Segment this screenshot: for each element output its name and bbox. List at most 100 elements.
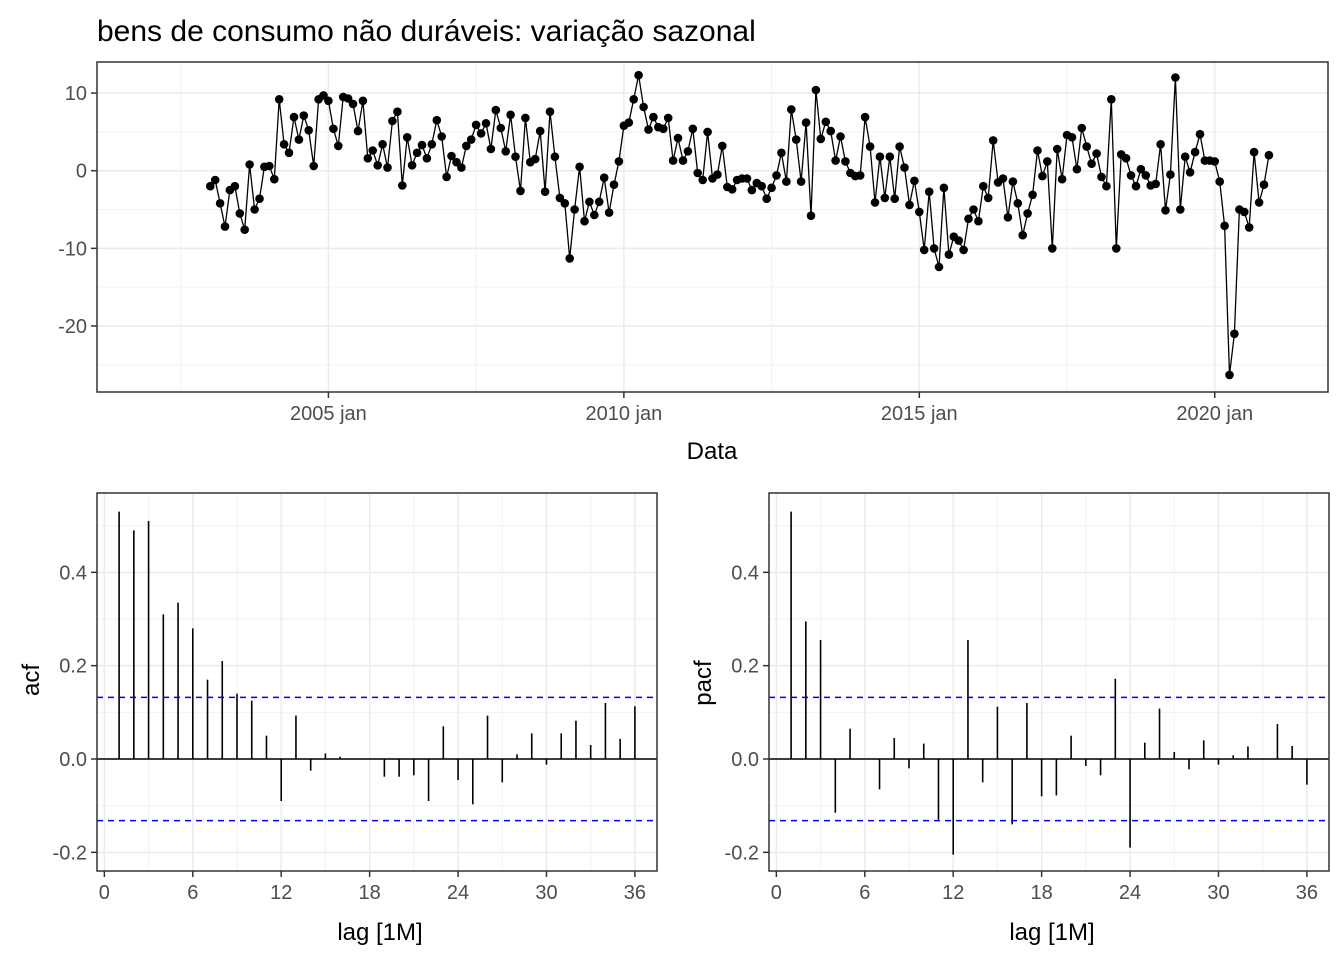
data-point bbox=[718, 141, 727, 151]
data-point bbox=[939, 183, 949, 193]
data-point bbox=[659, 124, 668, 134]
data-point bbox=[1023, 209, 1032, 218]
data-point bbox=[1097, 172, 1106, 182]
data-point bbox=[614, 157, 624, 166]
data-point bbox=[609, 180, 619, 189]
data-point bbox=[875, 152, 885, 161]
data-point bbox=[1151, 179, 1160, 189]
data-point bbox=[811, 85, 821, 95]
y-tick-label: 0 bbox=[76, 161, 87, 183]
data-point bbox=[663, 113, 673, 123]
data-point bbox=[422, 154, 432, 163]
x-tick-label: 2015 jan bbox=[881, 403, 958, 425]
data-point bbox=[673, 133, 683, 143]
data-point bbox=[1161, 206, 1170, 215]
x-tick-label: 2010 jan bbox=[585, 403, 662, 425]
x-tick-label: 2005 jan bbox=[290, 403, 367, 425]
data-point bbox=[1126, 171, 1136, 180]
data-point bbox=[565, 254, 574, 263]
data-point bbox=[787, 105, 796, 114]
data-point bbox=[1013, 199, 1023, 208]
data-point bbox=[924, 187, 934, 196]
data-point bbox=[688, 124, 698, 134]
data-point bbox=[402, 133, 412, 142]
data-point bbox=[929, 244, 939, 253]
data-point bbox=[683, 147, 693, 156]
data-point bbox=[836, 132, 845, 141]
y-tick-label: 0.4 bbox=[59, 562, 87, 584]
y-tick-label: -20 bbox=[58, 316, 87, 338]
lag-bars bbox=[118, 511, 636, 805]
x-tick-label: 0 bbox=[99, 882, 110, 904]
data-point bbox=[575, 162, 584, 172]
data-point bbox=[206, 181, 215, 191]
data-point bbox=[767, 183, 776, 193]
data-point bbox=[1180, 152, 1190, 161]
y-tick-label: -0.2 bbox=[725, 842, 759, 864]
data-point bbox=[235, 209, 245, 218]
gridlines bbox=[769, 493, 1329, 871]
data-point bbox=[230, 181, 240, 191]
data-point bbox=[1176, 205, 1185, 214]
data-point bbox=[1264, 150, 1274, 160]
data-point bbox=[762, 194, 771, 203]
data-point bbox=[634, 70, 643, 80]
data-point bbox=[491, 105, 501, 115]
x-tick-label: 12 bbox=[270, 882, 292, 904]
data-point bbox=[407, 161, 417, 170]
data-point bbox=[816, 134, 826, 144]
data-point bbox=[885, 152, 895, 161]
data-point bbox=[353, 126, 363, 136]
data-point bbox=[279, 140, 289, 149]
data-point bbox=[294, 135, 304, 144]
data-point bbox=[1244, 223, 1254, 232]
data-point bbox=[639, 102, 648, 112]
data-point bbox=[486, 144, 496, 154]
data-point bbox=[865, 142, 875, 151]
data-point bbox=[910, 176, 919, 186]
y-tick-label: -0.2 bbox=[53, 842, 87, 864]
data-point bbox=[604, 208, 614, 217]
data-point bbox=[373, 161, 383, 170]
acf-y-axis-title: acf bbox=[18, 664, 45, 696]
panel-background bbox=[769, 493, 1329, 871]
data-point bbox=[1052, 144, 1062, 154]
data-point bbox=[265, 161, 274, 171]
data-point bbox=[1018, 230, 1027, 240]
y-tick-label: 0.4 bbox=[731, 562, 759, 584]
data-point bbox=[772, 171, 781, 180]
data-point bbox=[703, 127, 712, 137]
data-point bbox=[511, 152, 520, 161]
data-point bbox=[270, 174, 279, 184]
data-point bbox=[250, 205, 259, 214]
data-point bbox=[1185, 168, 1195, 177]
data-point bbox=[1215, 177, 1224, 186]
data-point bbox=[959, 245, 968, 255]
x-tick-label: 6 bbox=[187, 882, 198, 904]
data-point bbox=[309, 161, 319, 171]
data-point bbox=[1003, 213, 1013, 222]
data-point bbox=[210, 175, 220, 185]
data-point bbox=[821, 117, 831, 127]
data-point bbox=[983, 193, 993, 203]
x-tick-label: 36 bbox=[1296, 882, 1318, 904]
data-point bbox=[964, 214, 973, 224]
data-point bbox=[934, 262, 944, 272]
data-point bbox=[437, 132, 447, 141]
data-point bbox=[442, 172, 451, 182]
data-point bbox=[388, 116, 397, 126]
data-point bbox=[299, 111, 309, 120]
data-point bbox=[644, 125, 653, 134]
data-point bbox=[1249, 147, 1259, 157]
data-point bbox=[742, 174, 752, 183]
data-point bbox=[1087, 159, 1096, 168]
timeseries-x-axis-title: Data bbox=[687, 438, 738, 465]
data-point bbox=[1038, 171, 1047, 181]
data-point bbox=[358, 96, 368, 106]
data-point bbox=[545, 107, 555, 116]
data-point bbox=[1112, 244, 1121, 253]
data-point bbox=[649, 112, 658, 122]
data-point bbox=[383, 163, 392, 172]
panel-background bbox=[97, 493, 657, 871]
